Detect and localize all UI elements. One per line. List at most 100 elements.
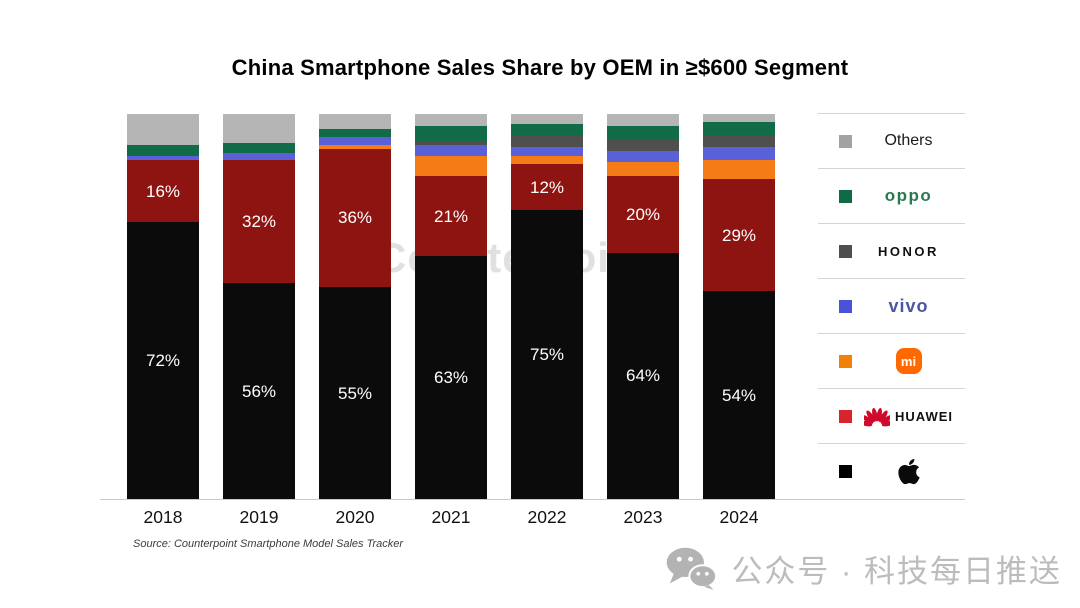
- segment-mi-2022: [511, 156, 583, 165]
- value-label-apple-2021: 63%: [433, 368, 469, 388]
- bar-2020: 55% 36%: [319, 114, 391, 499]
- x-tick-2021: 2021: [431, 507, 471, 527]
- bar-2021: 63% 21%: [415, 114, 487, 499]
- vivo-label: vivo: [888, 295, 929, 316]
- source-note: Source: Counterpoint Smartphone Model Sa…: [133, 538, 404, 550]
- value-label-huawei-2019: 32%: [241, 212, 277, 232]
- legend-logo-others: Others: [852, 132, 965, 150]
- segment-mi-2020: [319, 144, 391, 149]
- value-label-huawei-2021: 21%: [433, 206, 469, 226]
- legend-logo-vivo: vivo: [852, 296, 965, 317]
- value-label-apple-2018: 72%: [145, 350, 181, 370]
- bar-2023: 64% 20%: [607, 114, 679, 499]
- segment-mi-2021: [415, 156, 487, 176]
- segment-huawei-2024: 29%: [703, 179, 775, 292]
- segment-mi-2023: [607, 162, 679, 176]
- segment-others-2022: [511, 114, 583, 124]
- segment-oppo-2018: [127, 144, 199, 157]
- segment-honor-2021: [415, 140, 487, 145]
- segment-honor-2023: [607, 139, 679, 151]
- wechat-watermark-text: 公众号 · 科技每日推送: [731, 554, 1062, 589]
- wechat-watermark: 公众号 · 科技每日推送: [665, 546, 1062, 591]
- legend-swatch-apple: [839, 464, 852, 478]
- segment-huawei-2022: 12%: [511, 164, 583, 211]
- segment-others-2021: [415, 114, 487, 126]
- segment-honor-2022: [511, 135, 583, 147]
- segment-apple-2021: 63%: [415, 256, 487, 499]
- bar-2018: 72% 16%: [127, 114, 199, 499]
- stacked-bar-chart: 72% 16% 56% 32% 55% 36% 63% 21% 75% 12% 64% 20% 54% 2…: [127, 114, 775, 499]
- legend-item-vivo: vivo: [818, 278, 965, 333]
- x-tick-2018: 2018: [143, 507, 183, 527]
- value-label-huawei-2018: 16%: [145, 181, 181, 201]
- value-label-huawei-2020: 36%: [337, 208, 373, 228]
- segment-vivo-2023: [607, 150, 679, 163]
- others-label: Others: [884, 132, 933, 149]
- legend-item-others: Others: [818, 113, 965, 168]
- legend-item-apple: [818, 443, 965, 498]
- segment-huawei-2021: 21%: [415, 175, 487, 257]
- legend-item-huawei: HUAWEI: [818, 388, 965, 443]
- segment-apple-2024: 54%: [703, 291, 775, 499]
- value-label-huawei-2024: 29%: [721, 225, 757, 245]
- value-label-huawei-2023: 20%: [625, 204, 661, 224]
- segment-oppo-2019: [223, 142, 295, 153]
- legend-item-honor: HONOR: [818, 223, 965, 278]
- legend-swatch-vivo: [839, 299, 852, 313]
- legend-logo-oppo: oppo: [852, 186, 965, 206]
- segment-apple-2023: 64%: [607, 252, 679, 499]
- segment-vivo-2021: [415, 144, 487, 157]
- legend-swatch-huawei: [839, 409, 852, 423]
- segment-oppo-2023: [607, 125, 679, 140]
- segment-others-2019: [223, 114, 295, 143]
- legend-swatch-honor: [839, 244, 852, 258]
- segment-mi-2024: [703, 160, 775, 180]
- segment-oppo-2020: [319, 129, 391, 138]
- segment-others-2020: [319, 114, 391, 130]
- segment-oppo-2024: [703, 121, 775, 136]
- segment-vivo-2019: [223, 152, 295, 161]
- segment-huawei-2020: 36%: [319, 148, 391, 288]
- x-tick-2023: 2023: [623, 507, 663, 527]
- oppo-label: oppo: [884, 186, 933, 205]
- value-label-apple-2022: 75%: [529, 345, 565, 365]
- legend-logo-mi: mi: [852, 348, 965, 374]
- segment-vivo-2022: [511, 146, 583, 157]
- segment-others-2023: [607, 114, 679, 126]
- chart-title: China Smartphone Sales Share by OEM in ≥…: [231, 55, 849, 80]
- bar-2019: 56% 32%: [223, 114, 295, 499]
- bar-2024: 54% 29%: [703, 114, 775, 499]
- x-tick-2022: 2022: [527, 507, 567, 527]
- x-tick-2020: 2020: [335, 507, 375, 527]
- huawei-flower-icon: [864, 407, 890, 426]
- bar-2022: 75% 12%: [511, 114, 583, 499]
- segment-apple-2020: 55%: [319, 287, 391, 499]
- value-label-apple-2023: 64%: [625, 366, 661, 386]
- legend-swatch-oppo: [839, 189, 852, 203]
- segment-apple-2018: 72%: [127, 221, 199, 499]
- value-label-huawei-2022: 12%: [529, 177, 565, 197]
- legend-swatch-mi: [839, 354, 852, 368]
- legend-item-oppo: oppo: [818, 168, 965, 223]
- honor-label: HONOR: [878, 243, 939, 259]
- segment-oppo-2021: [415, 125, 487, 141]
- legend-logo-honor: HONOR: [852, 244, 965, 259]
- wechat-icon: [665, 547, 718, 590]
- segment-apple-2019: 56%: [223, 283, 295, 499]
- segment-huawei-2023: 20%: [607, 175, 679, 253]
- value-label-apple-2020: 55%: [337, 383, 373, 403]
- legend-item-mi: mi: [818, 333, 965, 388]
- segment-huawei-2019: 32%: [223, 160, 295, 284]
- segment-vivo-2018: [127, 156, 199, 161]
- legend-swatch-others: [839, 134, 852, 148]
- mi-logo-icon: mi: [895, 348, 922, 374]
- segment-others-2024: [703, 114, 775, 122]
- legend-logo-apple: [852, 457, 965, 486]
- value-label-apple-2024: 54%: [721, 385, 757, 405]
- segment-honor-2024: [703, 135, 775, 147]
- huawei-label: HUAWEI: [895, 408, 953, 424]
- segment-huawei-2018: 16%: [127, 160, 199, 222]
- legend: Others oppo HONOR vivo mi HUAWEI: [818, 113, 965, 498]
- value-label-apple-2019: 56%: [241, 381, 277, 401]
